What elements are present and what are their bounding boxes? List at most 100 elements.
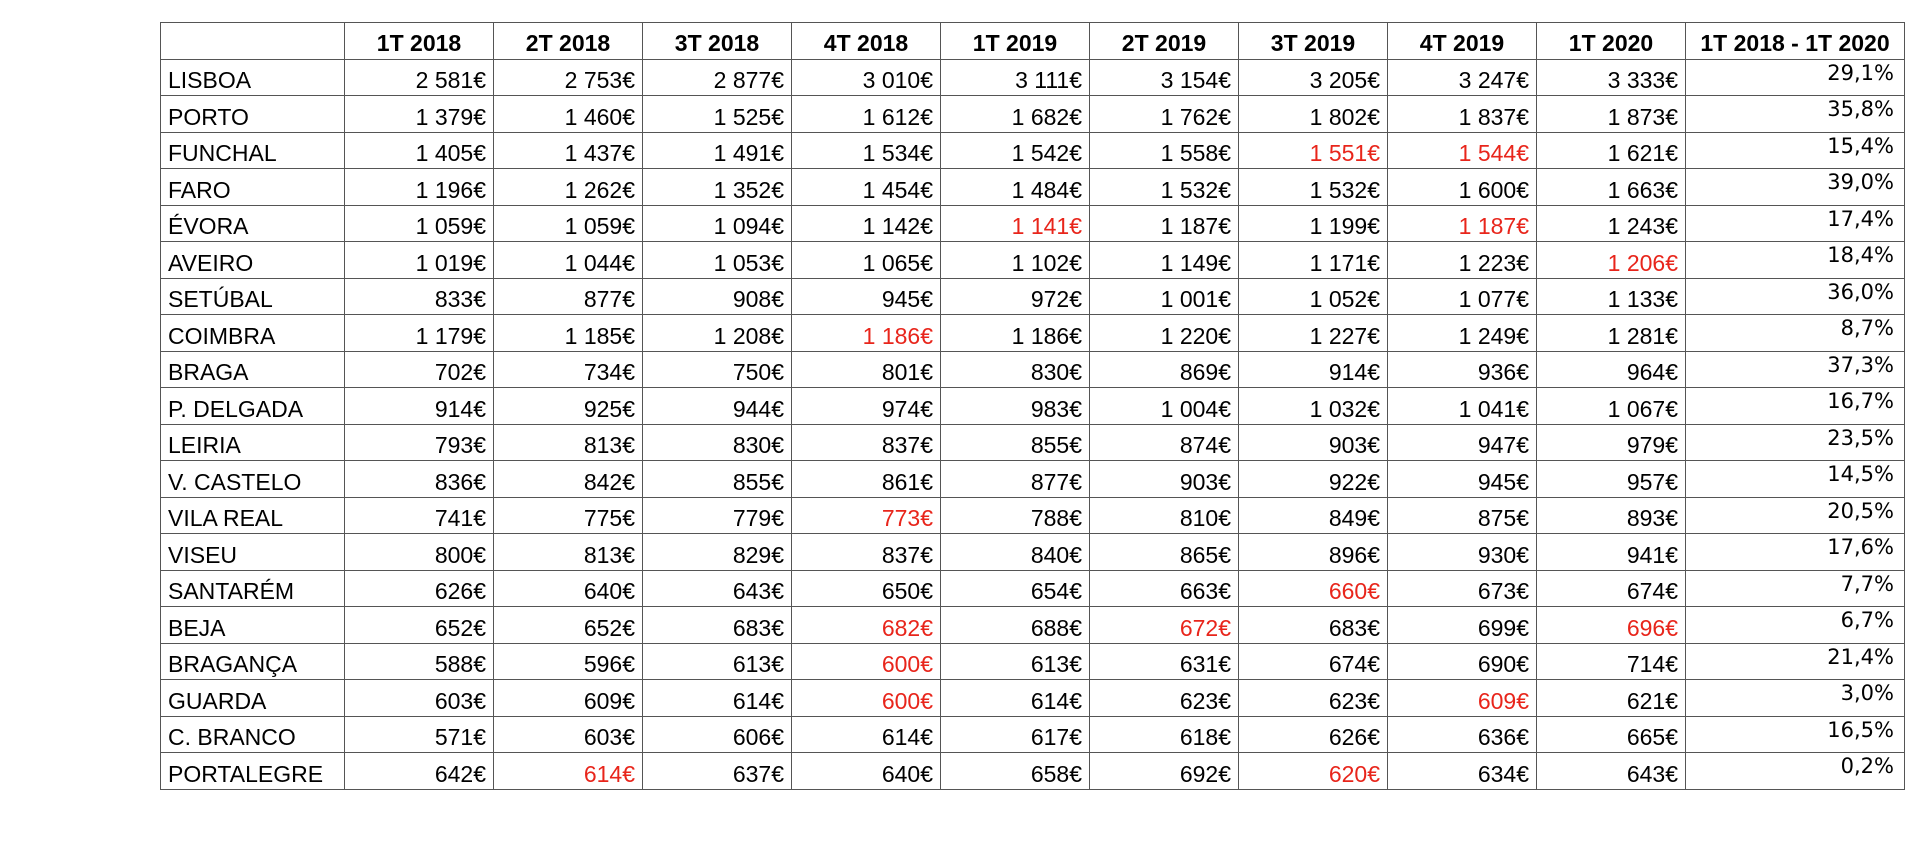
price-cell-decrease: 1 187€: [1387, 204, 1537, 242]
table-row: PORTALEGRE 642€ 614€ 637€ 640€ 658€ 692€ 620€ 63…: [160, 752, 1905, 790]
price-cell: 1 352€: [642, 168, 792, 206]
price-cell: 1 663€: [1536, 168, 1686, 206]
price-cell: 877€: [940, 460, 1090, 498]
price-cell-decrease: 620€: [1238, 752, 1388, 790]
price-cell: 1 077€: [1387, 277, 1537, 315]
price-cell: 896€: [1238, 533, 1388, 571]
price-cell: 652€: [493, 606, 643, 644]
price-cell: 903€: [1089, 460, 1239, 498]
city-name: LEIRIA: [160, 423, 345, 461]
price-cell: 1 837€: [1387, 95, 1537, 133]
table-row: BRAGANÇA 588€ 596€ 613€ 600€ 613€ 631€ 674€ 690€…: [160, 642, 1905, 680]
change-percent: 18,4%: [1685, 241, 1905, 279]
price-cell: 964€: [1536, 350, 1686, 388]
price-cell: 1 094€: [642, 204, 792, 242]
price-cell: 1 281€: [1536, 314, 1686, 352]
price-cell: 979€: [1536, 423, 1686, 461]
price-cell-decrease: 600€: [791, 642, 941, 680]
price-cell: 613€: [642, 642, 792, 680]
price-cell: 1 600€: [1387, 168, 1537, 206]
price-cell: 1 243€: [1536, 204, 1686, 242]
price-cell: 1 491€: [642, 131, 792, 169]
price-cell: 941€: [1536, 533, 1686, 571]
table-row: FUNCHAL 1 405€ 1 437€ 1 491€ 1 534€ 1 542€ 1 5…: [160, 131, 1905, 169]
price-cell: 1 558€: [1089, 131, 1239, 169]
price-cell: 734€: [493, 350, 643, 388]
price-cell: 634€: [1387, 752, 1537, 790]
price-cell: 1 682€: [940, 95, 1090, 133]
price-cell: 1 227€: [1238, 314, 1388, 352]
price-cell: 861€: [791, 460, 941, 498]
price-cell: 1 249€: [1387, 314, 1537, 352]
price-cell: 652€: [344, 606, 494, 644]
price-cell-decrease: 672€: [1089, 606, 1239, 644]
column-header: 1T 2018: [344, 22, 494, 60]
price-cell: 631€: [1089, 642, 1239, 680]
change-percent: 37,3%: [1685, 350, 1905, 388]
table-row: BRAGA 702€ 734€ 750€ 801€ 830€ 869€ 914€ 936€ 964…: [160, 350, 1905, 388]
price-cell: 813€: [493, 533, 643, 571]
table-row: V. CASTELO 836€ 842€ 855€ 861€ 877€ 903€ 922€ 94…: [160, 460, 1905, 498]
price-cell: 1 612€: [791, 95, 941, 133]
price-cell: 945€: [1387, 460, 1537, 498]
price-cell: 1 262€: [493, 168, 643, 206]
price-cell: 1 059€: [344, 204, 494, 242]
price-cell: 2 581€: [344, 58, 494, 96]
price-cell: 1 187€: [1089, 204, 1239, 242]
price-cell: 810€: [1089, 496, 1239, 534]
city-name: FUNCHAL: [160, 131, 345, 169]
price-cell: 833€: [344, 277, 494, 315]
price-cell: 663€: [1089, 569, 1239, 607]
price-cell: 3 154€: [1089, 58, 1239, 96]
price-cell: 957€: [1536, 460, 1686, 498]
price-cell: 1 004€: [1089, 387, 1239, 425]
price-cell: 1 762€: [1089, 95, 1239, 133]
price-cell: 614€: [940, 679, 1090, 717]
city-name: ÉVORA: [160, 204, 345, 242]
price-cell: 588€: [344, 642, 494, 680]
price-cell: 1 220€: [1089, 314, 1239, 352]
price-cell: 673€: [1387, 569, 1537, 607]
price-cell: 874€: [1089, 423, 1239, 461]
change-percent: 0,2%: [1685, 752, 1905, 790]
city-name: SANTARÉM: [160, 569, 345, 607]
change-percent: 15,4%: [1685, 131, 1905, 169]
table-row: LEIRIA 793€ 813€ 830€ 837€ 855€ 874€ 903€ 947€ 97…: [160, 423, 1905, 461]
price-cell: 974€: [791, 387, 941, 425]
table-row: PORTO 1 379€ 1 460€ 1 525€ 1 612€ 1 682€ 1 762…: [160, 95, 1905, 133]
price-cell: 1 405€: [344, 131, 494, 169]
price-cell-decrease: 696€: [1536, 606, 1686, 644]
price-cell: 837€: [791, 533, 941, 571]
price-cell: 750€: [642, 350, 792, 388]
price-cell-decrease: 609€: [1387, 679, 1537, 717]
price-cell: 1 142€: [791, 204, 941, 242]
price-cell: 614€: [791, 715, 941, 753]
table-body: LISBOA 2 581€ 2 753€ 2 877€ 3 010€ 3 111€ 3 15…: [160, 58, 1905, 790]
change-percent: 6,7%: [1685, 606, 1905, 644]
price-cell: 1 460€: [493, 95, 643, 133]
price-cell: 936€: [1387, 350, 1537, 388]
price-cell: 914€: [344, 387, 494, 425]
price-cell: 1 044€: [493, 241, 643, 279]
city-name: C. BRANCO: [160, 715, 345, 753]
price-cell: 571€: [344, 715, 494, 753]
price-cell: 658€: [940, 752, 1090, 790]
price-cell: 925€: [493, 387, 643, 425]
city-name: FARO: [160, 168, 345, 206]
price-cell-decrease: 682€: [791, 606, 941, 644]
price-cell: 636€: [1387, 715, 1537, 753]
column-header: 3T 2019: [1238, 22, 1388, 60]
change-percent: 35,8%: [1685, 95, 1905, 133]
price-cell: 1 001€: [1089, 277, 1239, 315]
price-cell: 642€: [344, 752, 494, 790]
price-cell: 1 065€: [791, 241, 941, 279]
table-row: GUARDA 603€ 609€ 614€ 600€ 614€ 623€ 623€ 609€ 62…: [160, 679, 1905, 717]
city-name: P. DELGADA: [160, 387, 345, 425]
price-cell: 1 379€: [344, 95, 494, 133]
column-header: 2T 2019: [1089, 22, 1239, 60]
column-header: 1T 2018 - 1T 2020: [1685, 22, 1905, 60]
price-cell: 855€: [642, 460, 792, 498]
table-row: LISBOA 2 581€ 2 753€ 2 877€ 3 010€ 3 111€ 3 15…: [160, 58, 1905, 96]
city-name: SETÚBAL: [160, 277, 345, 315]
price-cell-decrease: 1 551€: [1238, 131, 1388, 169]
